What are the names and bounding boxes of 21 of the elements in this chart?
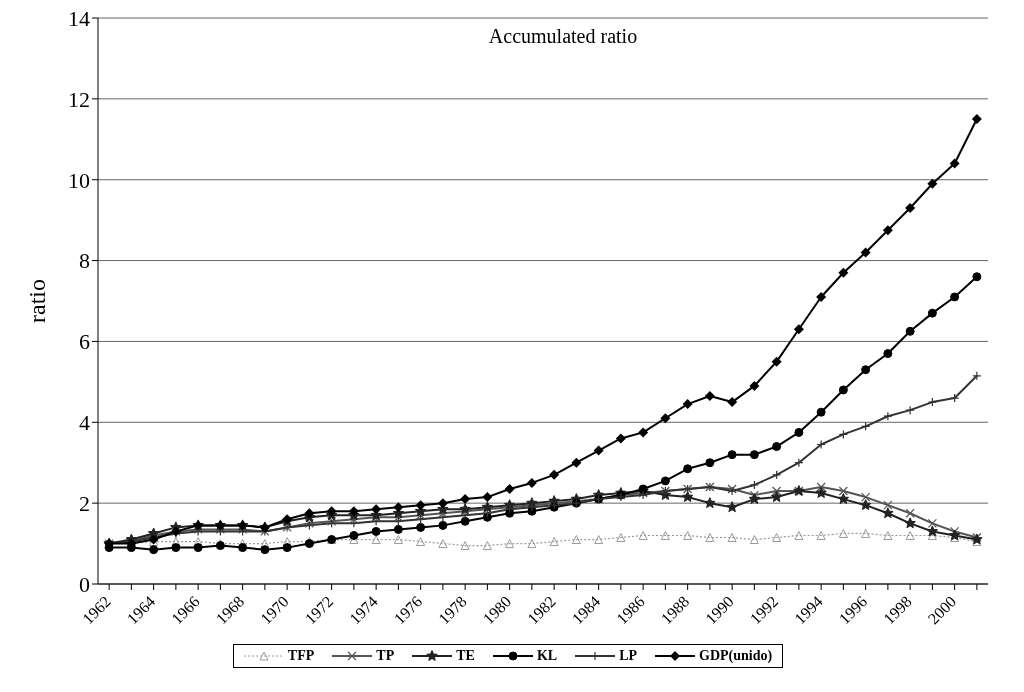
x-tick-label: 1990 (702, 592, 737, 628)
chart-title: Accumulated ratio (488, 25, 638, 47)
x-tick-label: 1980 (479, 592, 515, 628)
legend-label: TP (375, 648, 395, 664)
legend-label: LP (618, 648, 638, 664)
x-tick-label: 1970 (257, 592, 292, 628)
legend-label: KL (535, 648, 558, 664)
y-tick-label: 4 (79, 410, 90, 436)
legend-label: TE (455, 648, 475, 664)
y-tick-label: 12 (68, 86, 90, 112)
y-tick-label: 8 (79, 248, 90, 274)
y-axis-title: ratio (23, 279, 50, 323)
x-tick-label: 1992 (746, 592, 782, 628)
x-tick-label: 1972 (301, 592, 337, 628)
legend-label: GDP(unido) (698, 648, 773, 664)
y-tick-label: 14 (68, 5, 90, 31)
y-tick-label: 6 (79, 329, 90, 355)
y-tick-label: 10 (68, 167, 90, 193)
x-tick-label: 1982 (524, 592, 559, 628)
legend-label: TFP (286, 648, 315, 664)
y-tick-label: 2 (79, 490, 90, 516)
